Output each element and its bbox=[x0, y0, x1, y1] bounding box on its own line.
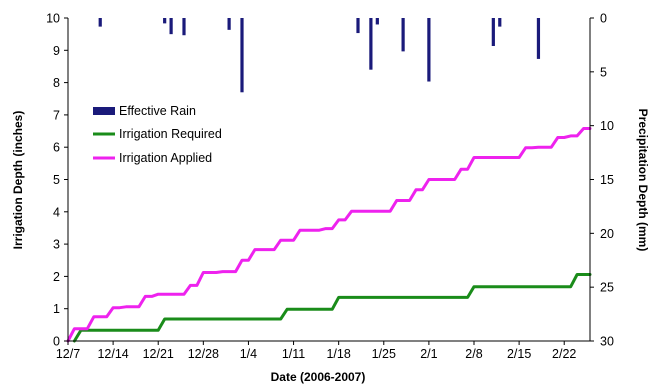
x-tick-label: 1/18 bbox=[326, 347, 350, 361]
y-tick-label: 4 bbox=[53, 205, 60, 219]
legend-label-irrigation-applied: Irrigation Applied bbox=[119, 151, 212, 165]
rain-bars bbox=[98, 18, 541, 93]
rain-bar bbox=[375, 18, 379, 25]
rain-bar bbox=[498, 18, 502, 27]
y2-tick-label: 30 bbox=[600, 335, 614, 349]
x-tick-label: 12/21 bbox=[143, 347, 174, 361]
y-tick-label: 7 bbox=[53, 108, 60, 122]
y-tick-label: 10 bbox=[46, 12, 60, 26]
y2-tick-label: 20 bbox=[600, 227, 614, 241]
y-tick-label: 2 bbox=[53, 270, 60, 284]
rain-bar bbox=[401, 18, 405, 52]
x-tick-label: 12/28 bbox=[188, 347, 219, 361]
x-tick-label: 12/14 bbox=[97, 347, 128, 361]
rain-bar bbox=[182, 18, 186, 36]
y2-tick-label: 25 bbox=[600, 281, 614, 295]
y-tick-label: 6 bbox=[53, 141, 60, 155]
rain-bar bbox=[356, 18, 360, 34]
legend-swatch-effective-rain bbox=[93, 107, 115, 115]
rain-bar bbox=[369, 18, 373, 70]
y2-tick-label: 15 bbox=[600, 173, 614, 187]
rain-bar bbox=[163, 18, 167, 24]
legend-label-effective-rain: Effective Rain bbox=[119, 104, 196, 118]
legend: Effective Rain Irrigation Required Irrig… bbox=[93, 104, 222, 165]
x-axis-title: Date (2006-2007) bbox=[271, 370, 366, 384]
x-tick-label: 1/11 bbox=[282, 347, 305, 361]
y2-tick-label: 5 bbox=[600, 65, 607, 79]
series-lines bbox=[66, 127, 592, 343]
axes: 0 1 2 3 4 5 6 7 8 9 10 0 5 10 15 20 25 30 12/7 12/14 12/21 12… bbox=[46, 12, 614, 362]
x-tick-label: 2/1 bbox=[420, 347, 437, 361]
rain-bar bbox=[227, 18, 231, 30]
rain-bar bbox=[240, 18, 244, 93]
rain-bar bbox=[169, 18, 173, 35]
y-tick-label: 0 bbox=[53, 335, 60, 349]
y-tick-label: 8 bbox=[53, 76, 60, 90]
y-tick-label: 1 bbox=[53, 302, 60, 316]
x-tick-label: 12/7 bbox=[56, 347, 80, 361]
rain-bar bbox=[427, 18, 431, 82]
y-tick-label: 9 bbox=[53, 44, 60, 58]
x-tick-label: 2/22 bbox=[552, 347, 576, 361]
x-tick-label: 1/4 bbox=[240, 347, 257, 361]
irrigation-applied-line bbox=[66, 127, 592, 343]
x-tick-label: 2/8 bbox=[465, 347, 482, 361]
rain-bar bbox=[491, 18, 495, 46]
y-tick-label: 5 bbox=[53, 173, 60, 187]
y2-tick-label: 10 bbox=[600, 119, 614, 133]
y2-tick-label: 0 bbox=[600, 12, 607, 26]
y2-axis-title: Precipitation Depth (mm) bbox=[636, 109, 650, 252]
rain-bar bbox=[98, 18, 102, 27]
y-tick-label: 3 bbox=[53, 238, 60, 252]
legend-label-irrigation-required: Irrigation Required bbox=[119, 127, 222, 141]
x-tick-label: 1/25 bbox=[372, 347, 396, 361]
irrigation-required-line bbox=[72, 273, 592, 343]
x-tick-label: 2/15 bbox=[507, 347, 531, 361]
y-axis-title: Irrigation Depth (inches) bbox=[11, 111, 25, 250]
rain-bar bbox=[536, 18, 541, 59]
